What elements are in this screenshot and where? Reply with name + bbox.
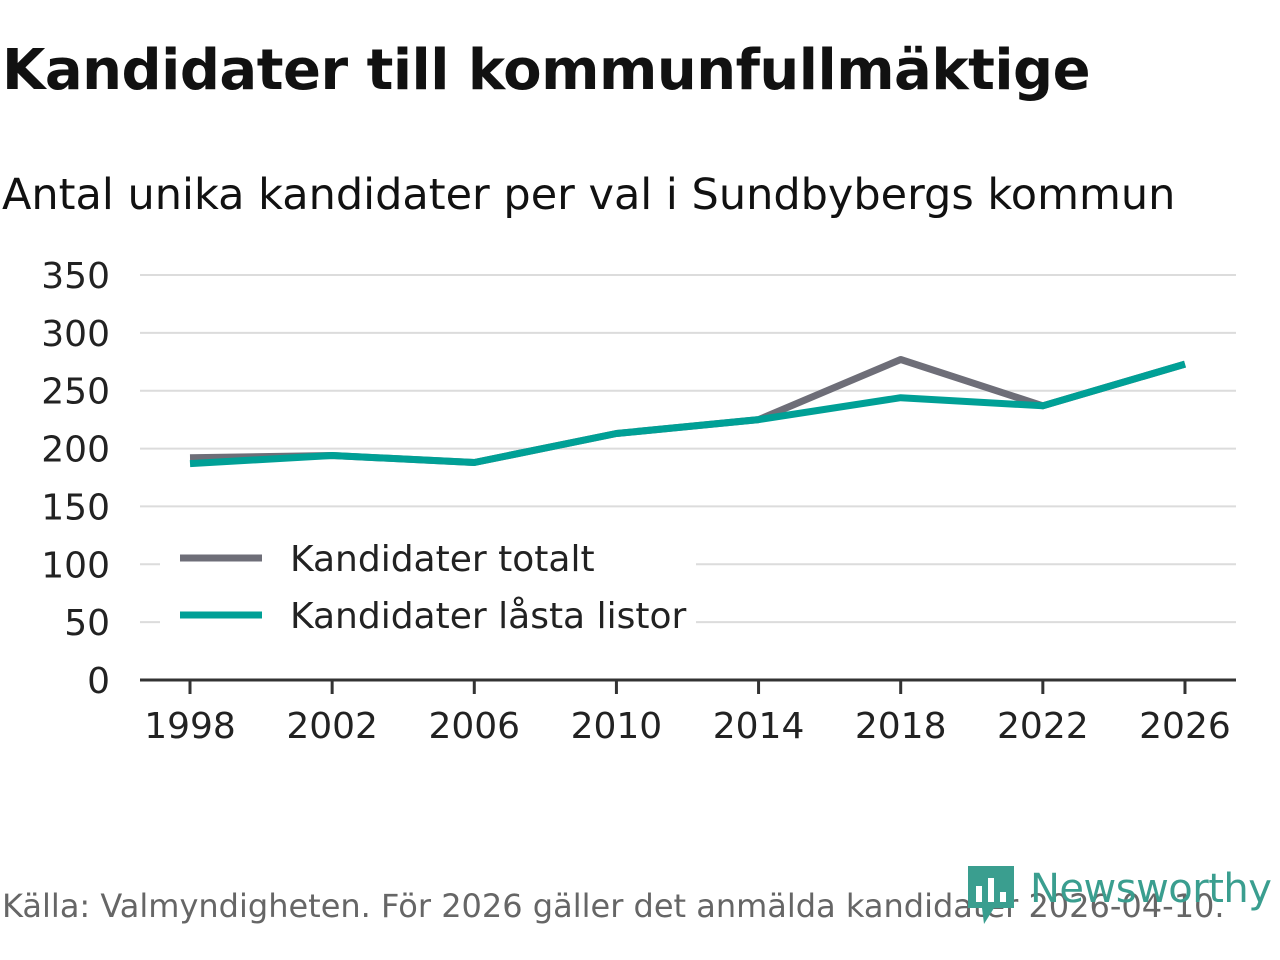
series-line-1: [189, 360, 1186, 468]
x-tick-label-2022: 2022: [997, 706, 1089, 747]
x-tick-label-2010: 2010: [571, 706, 663, 747]
x-axis-ticks: 1998 2002 2006 2010 2014 2018 2022 2026: [144, 680, 1231, 747]
newsworthy-logo-icon: [968, 866, 1014, 924]
y-tick-label-150: 150: [41, 487, 110, 528]
source-note: Källa: Valmyndigheten. För 2026 gäller d…: [2, 887, 1225, 925]
x-tick-label-2014: 2014: [713, 706, 805, 747]
legend: Kandidater totalt Kandidater låsta listor: [160, 528, 696, 652]
x-tick-label-1998: 1998: [144, 706, 236, 747]
x-tick-label-2018: 2018: [855, 706, 947, 747]
newsworthy-logo: Newsworthy: [964, 864, 1272, 928]
legend-background: [160, 528, 696, 652]
y-axis-tick-labels: 0 50 100 150 200 250 300 350: [41, 256, 110, 702]
y-tick-label-350: 350: [41, 256, 110, 297]
x-tick-label-2006: 2006: [428, 706, 520, 747]
x-tick-label-2026: 2026: [1139, 706, 1231, 747]
series-lines: [189, 356, 1186, 468]
y-tick-label-0: 0: [87, 661, 110, 702]
x-tick-label-2002: 2002: [286, 706, 378, 747]
y-tick-label-200: 200: [41, 430, 110, 471]
y-tick-label-250: 250: [41, 372, 110, 413]
series-line-0: [189, 356, 1186, 466]
y-tick-label-50: 50: [64, 603, 110, 644]
brand-name: Newsworthy: [1030, 866, 1272, 912]
chart-subtitle: Antal unika kandidater per val i Sundbyb…: [2, 170, 1176, 220]
y-tick-label-300: 300: [41, 314, 110, 355]
legend-label-1: Kandidater låsta listor: [290, 596, 686, 637]
y-tick-label-100: 100: [41, 545, 110, 586]
chart-title: Kandidater till kommunfullmäktige: [2, 38, 1091, 103]
legend-label-0: Kandidater totalt: [290, 539, 595, 580]
